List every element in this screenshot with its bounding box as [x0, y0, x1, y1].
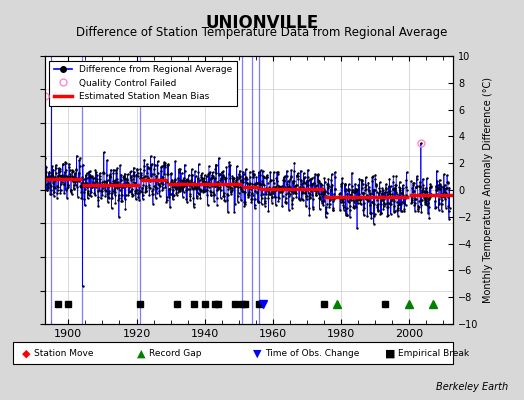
Text: Empirical Break: Empirical Break [398, 350, 470, 358]
Text: ▲: ▲ [137, 349, 146, 359]
Legend: Difference from Regional Average, Quality Control Failed, Estimated Station Mean: Difference from Regional Average, Qualit… [49, 60, 237, 106]
Text: Station Move: Station Move [34, 350, 94, 358]
Text: ▼: ▼ [253, 349, 261, 359]
Text: Berkeley Earth: Berkeley Earth [436, 382, 508, 392]
Text: ■: ■ [385, 349, 396, 359]
Text: Record Gap: Record Gap [149, 350, 202, 358]
Text: UNIONVILLE: UNIONVILLE [205, 14, 319, 32]
Y-axis label: Monthly Temperature Anomaly Difference (°C): Monthly Temperature Anomaly Difference (… [483, 77, 493, 303]
Text: Difference of Station Temperature Data from Regional Average: Difference of Station Temperature Data f… [77, 26, 447, 39]
Text: Time of Obs. Change: Time of Obs. Change [265, 350, 359, 358]
Text: ◆: ◆ [22, 349, 30, 359]
